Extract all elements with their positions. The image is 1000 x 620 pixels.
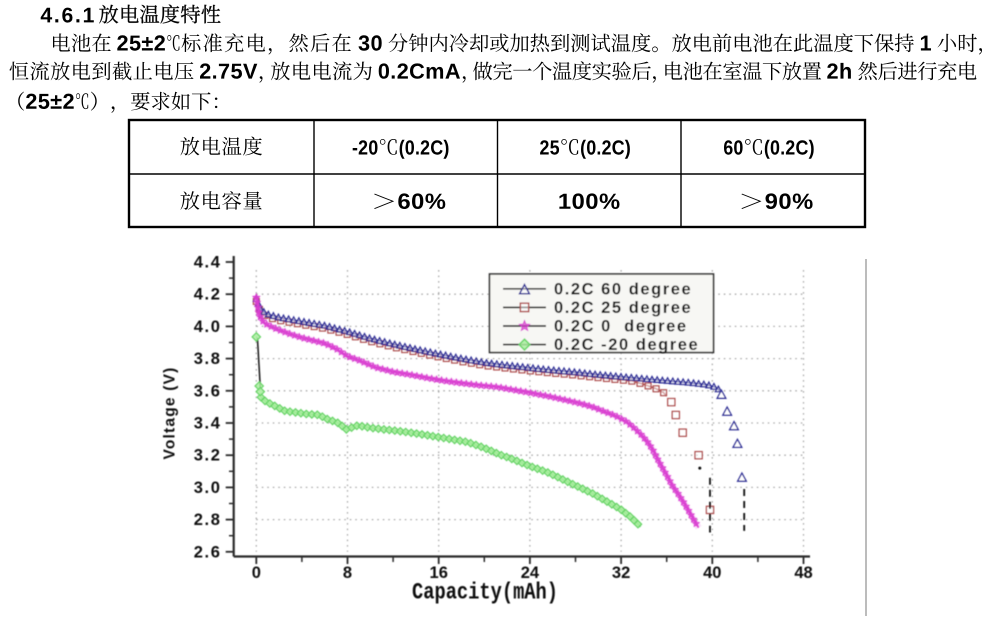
- svg-text:4.2: 4.2: [194, 286, 222, 304]
- svg-text:0.2C 60 degree: 0.2C 60 degree: [554, 280, 692, 298]
- svg-text:2.8: 2.8: [194, 511, 222, 529]
- svg-text:4.4: 4.4: [194, 254, 222, 272]
- svg-text:3.6: 3.6: [194, 382, 222, 400]
- svg-text:3.2: 3.2: [194, 447, 222, 465]
- svg-text:0.2C -20 degree: 0.2C -20 degree: [554, 336, 699, 354]
- svg-text:0.2C 25 degree: 0.2C 25 degree: [554, 299, 692, 317]
- svg-text:2.6: 2.6: [194, 543, 222, 561]
- svg-text:48: 48: [794, 564, 812, 582]
- svg-text:24: 24: [521, 564, 540, 582]
- svg-text:3.4: 3.4: [194, 415, 222, 433]
- svg-text:3.8: 3.8: [194, 350, 222, 368]
- svg-text:8: 8: [343, 564, 352, 582]
- svg-text:16: 16: [430, 564, 448, 582]
- svg-text:40: 40: [703, 564, 721, 582]
- svg-text:4.0: 4.0: [194, 318, 222, 336]
- svg-text:0: 0: [252, 564, 261, 582]
- svg-text:Voltage (V): Voltage (V): [162, 366, 179, 459]
- svg-text:Capacity(mAh): Capacity(mAh): [412, 580, 558, 606]
- svg-text:32: 32: [612, 564, 630, 582]
- svg-text:0.2C 0 degree: 0.2C 0 degree: [554, 318, 688, 336]
- svg-text:3.0: 3.0: [194, 479, 222, 497]
